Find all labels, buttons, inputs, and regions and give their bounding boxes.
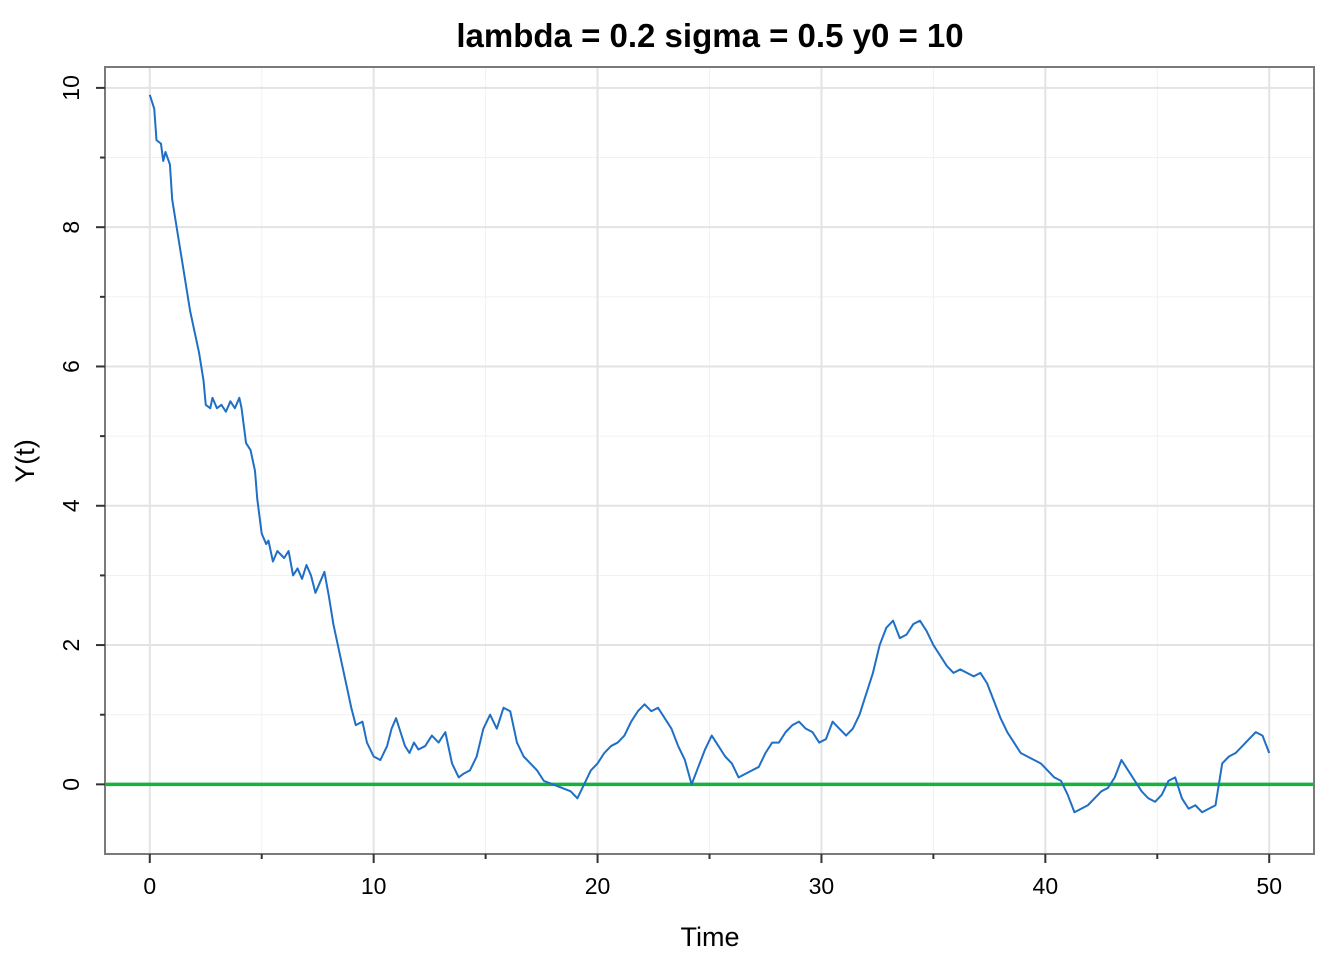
chart-title: lambda = 0.2 sigma = 0.5 y0 = 10 (456, 17, 963, 54)
x-tick-label: 10 (361, 873, 387, 899)
series-line (148, 94, 1271, 814)
y-tick-label: 6 (58, 360, 84, 373)
x-axis-label: Time (681, 922, 740, 952)
y-tick-label: 0 (58, 778, 84, 791)
grid-lines (105, 67, 1314, 854)
x-tick-label: 0 (143, 873, 156, 899)
x-tick-label: 50 (1256, 873, 1282, 899)
x-tick-label: 20 (585, 873, 611, 899)
series-group (148, 94, 1271, 814)
y-tick-label: 10 (58, 75, 84, 101)
x-tick-label: 30 (809, 873, 835, 899)
y-tick-label: 8 (58, 221, 84, 234)
x-axis: 0 10 20 30 40 50 (143, 854, 1282, 899)
y-axis: 0 2 4 6 8 10 (58, 75, 105, 791)
y-axis-label: Y(t) (10, 439, 40, 483)
y-tick-label: 4 (58, 499, 84, 512)
x-tick-label: 40 (1033, 873, 1059, 899)
y-tick-label: 2 (58, 639, 84, 652)
